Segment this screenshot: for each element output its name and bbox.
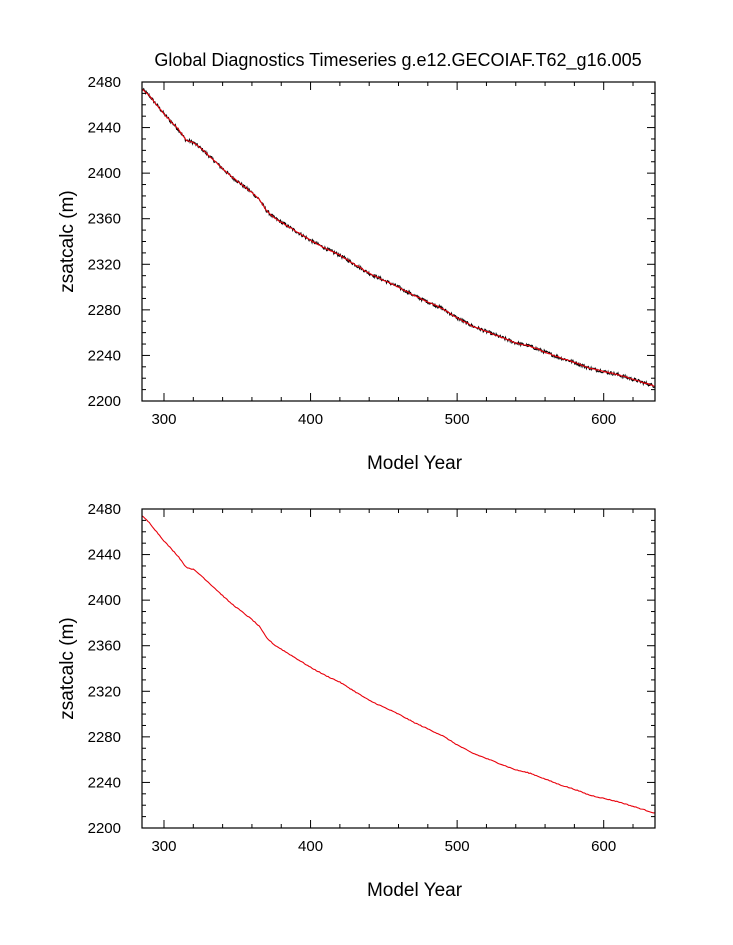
y-axis-title: zsatcalc (m) [57, 190, 78, 292]
plot-frame [141, 508, 656, 829]
x-tick-label: 400 [298, 411, 323, 428]
y-tick-label: 2480 [88, 74, 121, 91]
y-tick-label: 2280 [88, 729, 121, 746]
y-tick-label: 2440 [88, 547, 121, 564]
y-tick-label: 2400 [88, 165, 121, 182]
x-tick-label: 600 [591, 411, 616, 428]
y-tick-label: 2360 [88, 211, 121, 228]
smoothed-series-line [142, 88, 655, 387]
y-tick-label: 2320 [88, 683, 121, 700]
y-tick-label: 2280 [88, 302, 121, 319]
x-tick-label: 500 [445, 838, 470, 855]
y-tick-label: 2240 [88, 774, 121, 791]
y-tick-label: 2320 [88, 256, 121, 273]
y-tick-label: 2360 [88, 638, 121, 655]
y-tick-label: 2480 [88, 501, 121, 518]
x-tick-label: 400 [298, 838, 323, 855]
y-tick-label: 2200 [88, 820, 121, 837]
x-tick-label: 300 [151, 838, 176, 855]
raw-series-line [142, 87, 655, 388]
y-tick-label: 2440 [88, 120, 121, 137]
x-tick-label: 300 [151, 411, 176, 428]
chart-title: Global Diagnostics Timeseries g.e12.GECO… [154, 50, 641, 71]
x-tick-label: 600 [591, 838, 616, 855]
top-panel: 300 400 500 600 2200 2240 2280 2320 2360 2400 2440… [57, 74, 656, 474]
y-tick-label: 2200 [88, 393, 121, 410]
bottom-panel: 300 400 500 600 2200 2240 2280 2320 2360 2400 2440… [57, 501, 656, 901]
y-tick-label: 2240 [88, 347, 121, 364]
x-axis-title: Model Year [367, 880, 463, 901]
plot-frame [141, 81, 656, 402]
y-axis-title: zsatcalc (m) [57, 617, 78, 719]
x-axis-title: Model Year [367, 453, 463, 474]
y-tick-label: 2400 [88, 592, 121, 609]
x-tick-label: 500 [445, 411, 470, 428]
smoothed-series-line [142, 515, 655, 814]
